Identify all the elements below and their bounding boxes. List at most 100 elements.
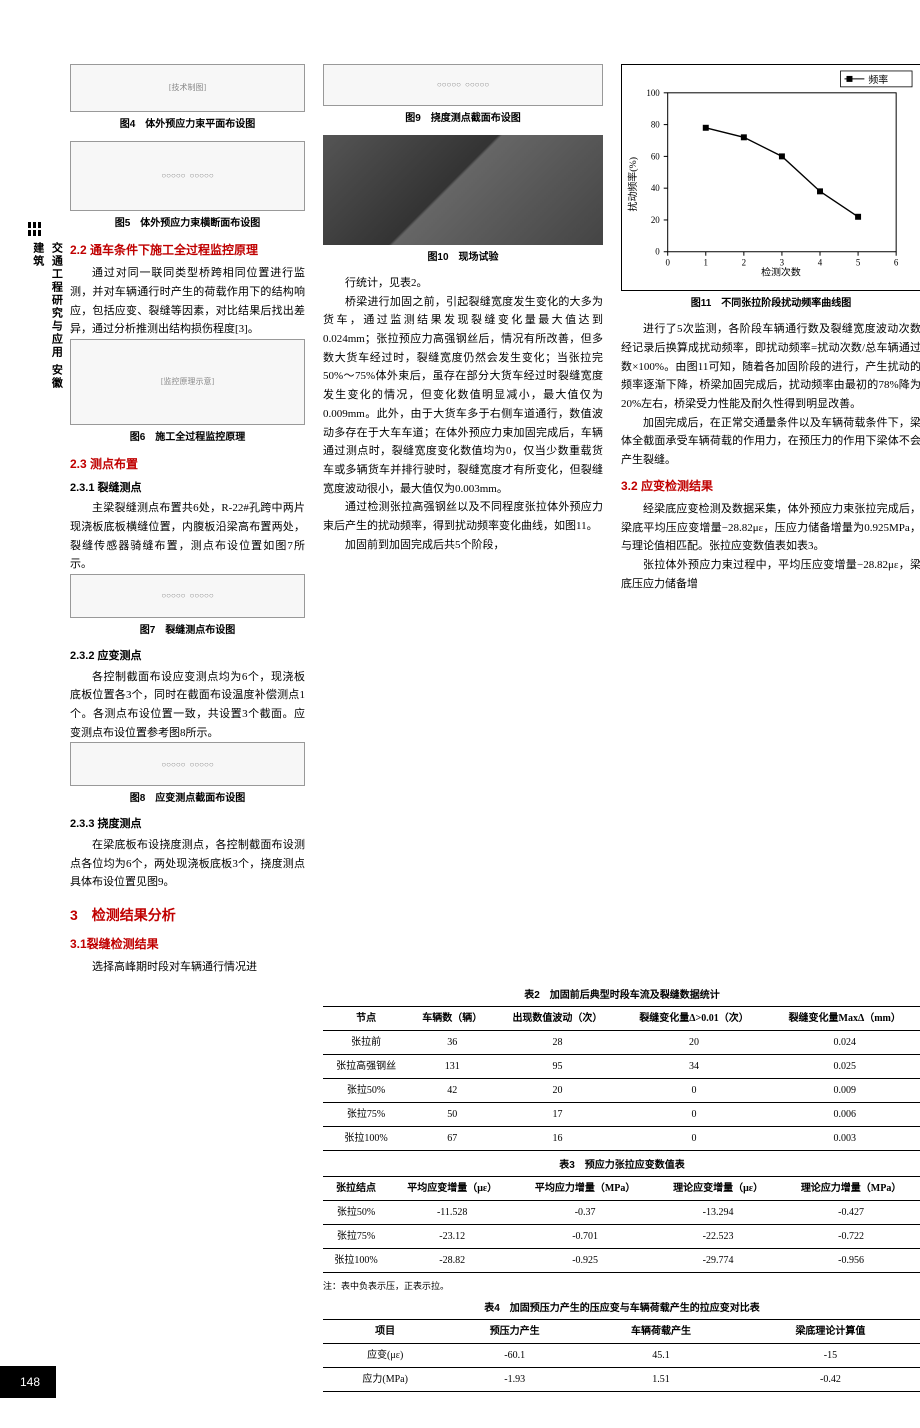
table-cell: -11.528 — [389, 1201, 515, 1225]
table-row: 张拉高强钢丝13195340.025 — [323, 1055, 920, 1079]
page-number: 148 — [0, 1366, 56, 1398]
table-cell: -22.523 — [655, 1225, 781, 1249]
fig4-caption: 图4 体外预应力束平面布设图 — [70, 116, 305, 133]
col3-para-b: 加固完成后，在正常交通量条件以及车辆荷载条件下，梁体全截面承受车辆荷载的作用力，… — [621, 414, 920, 470]
svg-text:扰动频率(%): 扰动频率(%) — [626, 157, 639, 212]
table-cell: -1.93 — [447, 1368, 582, 1392]
table-cell: 应力(MPa) — [323, 1368, 447, 1392]
para-3-1: 选择高峰期时段对车辆通行情况进 — [70, 958, 305, 977]
table-cell: 0.006 — [768, 1103, 920, 1127]
fig10-caption: 图10 现场试验 — [323, 249, 603, 266]
table-cell: -0.956 — [781, 1249, 920, 1273]
svg-text:0: 0 — [665, 258, 670, 268]
column-left: [技术制图] 图4 体外预应力束平面布设图 ○○○○○ ○○○○○ 图5 体外预… — [70, 64, 305, 977]
table2-title: 表2 加固前后典型时段车流及裂缝数据统计 — [323, 987, 920, 1004]
table-cell: 1.51 — [582, 1368, 740, 1392]
fig6-caption: 图6 施工全过程监控原理 — [70, 429, 305, 446]
table-cell: 20 — [620, 1031, 769, 1055]
table-cell: -28.82 — [389, 1249, 515, 1273]
table-header: 车辆数（辆） — [409, 1007, 495, 1031]
svg-text:6: 6 — [894, 258, 899, 268]
table-cell: -13.294 — [655, 1201, 781, 1225]
table-header: 裂缝变化量Δ>0.01（次） — [620, 1007, 769, 1031]
svg-text:1: 1 — [704, 258, 708, 268]
sec-3-1-heading: 3.1裂缝检测结果 — [70, 934, 305, 954]
para-2-2: 通过对同一联同类型桥跨相同位置进行监测，并对车辆通行时产生的荷载作用下的结构响应… — [70, 264, 305, 339]
table-cell: 50 — [409, 1103, 495, 1127]
figure-5: ○○○○○ ○○○○○ — [70, 141, 305, 211]
table-cell: 16 — [495, 1127, 619, 1151]
table-cell: -0.925 — [515, 1249, 655, 1273]
svg-text:2: 2 — [742, 258, 746, 268]
sec-2-2-heading: 2.2 通车条件下施工全过程监控原理 — [70, 240, 305, 260]
svg-text:40: 40 — [651, 183, 660, 193]
table-cell: 张拉50% — [323, 1079, 409, 1103]
svg-text:检测次数: 检测次数 — [761, 266, 801, 279]
table-cell: 0 — [620, 1079, 769, 1103]
sec-2-3-2-heading: 2.3.2 应变测点 — [70, 647, 305, 666]
chart-fig11: 频率 020406080100 0123456 扰动频率(%) 检测次数 — [621, 64, 920, 291]
fig5-caption: 图5 体外预应力束横断面布设图 — [70, 215, 305, 232]
table-row: 应变(με)-60.145.1-15 — [323, 1344, 920, 1368]
table-header: 理论应变增量（με） — [655, 1177, 781, 1201]
table-cell: 67 — [409, 1127, 495, 1151]
svg-text:5: 5 — [856, 258, 861, 268]
fig7-caption: 图7 裂缝测点布设图 — [70, 622, 305, 639]
table-header: 车辆荷载产生 — [582, 1320, 740, 1344]
svg-text:4: 4 — [818, 258, 823, 268]
table-cell: -0.701 — [515, 1225, 655, 1249]
table-row: 应力(MPa)-1.931.51-0.42 — [323, 1368, 920, 1392]
table-row: 张拉前3628200.024 — [323, 1031, 920, 1055]
table-cell: 张拉100% — [323, 1127, 409, 1151]
table-row: 张拉75%-23.12-0.701-22.523-0.722 — [323, 1225, 920, 1249]
table-cell: -29.774 — [655, 1249, 781, 1273]
fig9-caption: 图9 挠度测点截面布设图 — [323, 110, 603, 127]
para-2-3-3: 在梁底板布设挠度测点，各控制截面布设测点各位均为6个，两处现浇板底板3个，挠度测… — [70, 836, 305, 892]
table-cell: 95 — [495, 1055, 619, 1079]
col3-para-d: 张拉体外预应力束过程中，平均压应变增量−28.82με，梁底压应力储备增 — [621, 556, 920, 593]
sec-2-3-3-heading: 2.3.3 挠度测点 — [70, 815, 305, 834]
table-cell: 0.009 — [768, 1079, 920, 1103]
col3-para-a: 进行了5次监测，各阶段车辆通行数及裂缝宽度波动次数经记录后换算成扰动频率，即扰动… — [621, 320, 920, 413]
svg-text:80: 80 — [651, 120, 660, 130]
table-header: 理论应力增量（MPa） — [781, 1177, 920, 1201]
table-cell: 45.1 — [582, 1344, 740, 1368]
table-cell: 张拉100% — [323, 1249, 389, 1273]
table-header: 平均应力增量（MPa） — [515, 1177, 655, 1201]
table-cell: 张拉75% — [323, 1103, 409, 1127]
table-header: 节点 — [323, 1007, 409, 1031]
table-cell: -0.37 — [515, 1201, 655, 1225]
table-row: 张拉75%501700.006 — [323, 1103, 920, 1127]
table-cell: 0.003 — [768, 1127, 920, 1151]
sec-2-3-1-heading: 2.3.1 裂缝测点 — [70, 479, 305, 498]
figure-6: [监控原理示意] — [70, 339, 305, 425]
table-cell: 0 — [620, 1103, 769, 1127]
svg-text:20: 20 — [651, 215, 660, 225]
figure-10-photo — [323, 135, 603, 245]
figure-9: ○○○○○ ○○○○○ — [323, 64, 603, 106]
table-header: 出现数值波动（次） — [495, 1007, 619, 1031]
column-middle: ○○○○○ ○○○○○ 图9 挠度测点截面布设图 图10 现场试验 行统计，见表… — [323, 64, 603, 977]
table-row: 张拉100%671600.003 — [323, 1127, 920, 1151]
table-cell: -0.722 — [781, 1225, 920, 1249]
table-cell: 应变(με) — [323, 1344, 447, 1368]
table-row: 张拉100%-28.82-0.925-29.774-0.956 — [323, 1249, 920, 1273]
table-cell: -0.42 — [740, 1368, 920, 1392]
table-cell: 张拉前 — [323, 1031, 409, 1055]
table-cell: -60.1 — [447, 1344, 582, 1368]
table-header: 平均应变增量（με） — [389, 1177, 515, 1201]
col3-para-c: 经梁底应变检测及数据采集，体外预应力束张拉完成后，梁底平均压应变增量−28.82… — [621, 500, 920, 556]
table-row: 张拉50%422000.009 — [323, 1079, 920, 1103]
table3-note: 注：表中负表示压，正表示拉。 — [323, 1279, 920, 1294]
table-cell: 0.025 — [768, 1055, 920, 1079]
table-4: 项目预压力产生车辆荷载产生梁底理论计算值 应变(με)-60.145.1-15应… — [323, 1319, 920, 1392]
sec-2-3-heading: 2.3 测点布置 — [70, 454, 305, 474]
col2-para-b: 桥梁进行加固之前，引起裂缝宽度发生变化的大多为货车，通过监测结果发现裂缝变化量最… — [323, 293, 603, 499]
svg-text:60: 60 — [651, 151, 660, 161]
vertical-sidebar: 交通工程研究与应用 安徽建筑 — [28, 222, 42, 372]
table-cell: 28 — [495, 1031, 619, 1055]
table4-title: 表4 加固预压力产生的压应变与车辆荷载产生的拉应变对比表 — [323, 1300, 920, 1317]
figure-4: [技术制图] — [70, 64, 305, 112]
table-header: 梁底理论计算值 — [740, 1320, 920, 1344]
para-2-3-1: 主梁裂缝测点布置共6处，R-22#孔跨中两片现浇板底板横缝位置，内腹板沿梁高布置… — [70, 499, 305, 574]
